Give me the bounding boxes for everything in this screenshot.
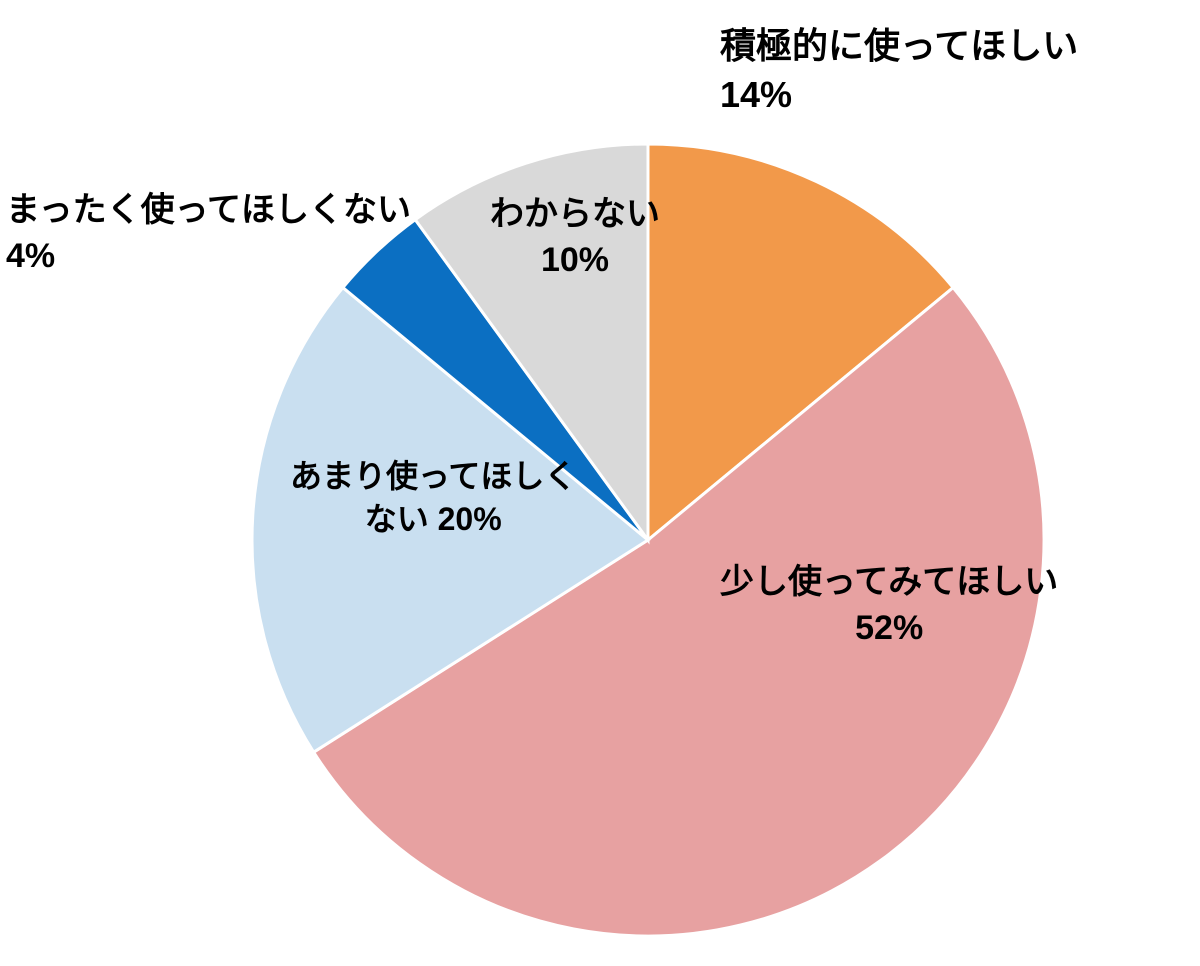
slice-label-line1: 少し使ってみてほしい [720,563,1058,601]
slice-label-not-much: あまり使ってほしくない 20% [290,455,576,541]
slice-label-line2: 52% [855,609,923,647]
slice-label-line1: あまり使ってほしく [290,458,576,494]
pie-svg [0,0,1200,966]
slice-label-unknown: わからない 10% [490,192,660,284]
slice-label-line2: 10% [541,241,609,279]
slice-label-never: まったく使ってほしくない 4% [6,188,411,280]
slice-label-line2: 14% [720,74,792,115]
slice-label-line1: まったく使ってほしくない [6,191,411,229]
slice-label-line2: ない 20% [365,501,502,537]
slice-label-line1: 積極的に使ってほしい [720,25,1078,66]
slice-label-active: 積極的に使ってほしい 14% [720,22,1078,119]
pie-chart: 積極的に使ってほしい 14% 少し使ってみてほしい 52% あまり使ってほしくない 20… [0,0,1200,966]
slice-label-somewhat: 少し使ってみてほしい 52% [720,560,1058,652]
slice-label-line1: わからない [490,195,660,233]
slice-label-line2: 4% [6,237,55,275]
